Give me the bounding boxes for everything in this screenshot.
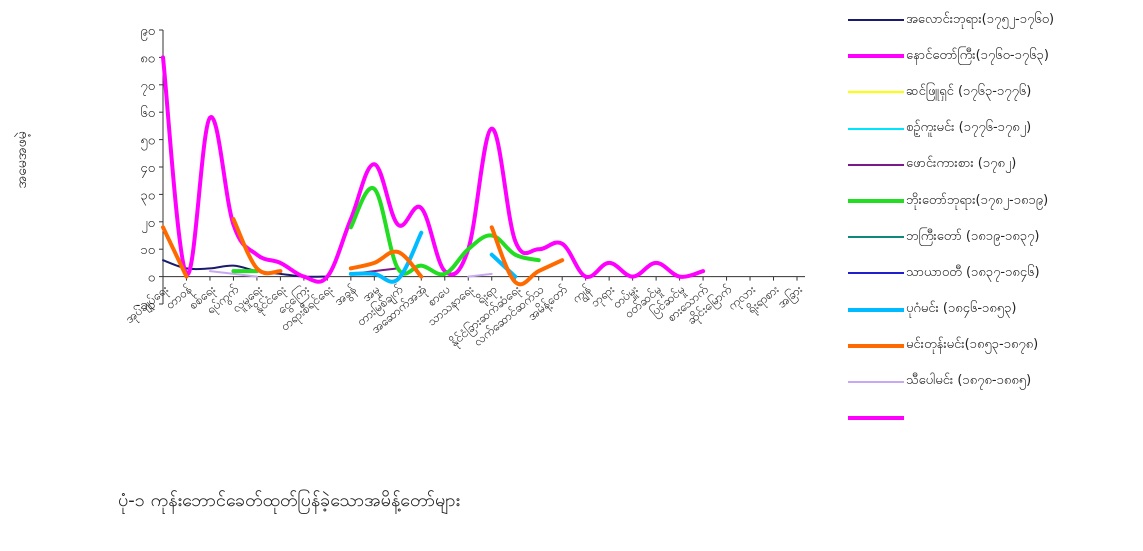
legend-item: မင်းတုန်းမင်း(၁၈၅၃-၁၈၇၈) — [848, 328, 1143, 364]
legend-swatch — [848, 272, 904, 275]
legend-item: သီပေါမင်း (၁၈၇၈-၁၈၈၅) — [848, 364, 1143, 400]
legend-item: ဖောင်းကားစား (၁၇၈၂) — [848, 147, 1143, 183]
y-tick-label: -၁၀ — [136, 298, 155, 313]
legend-swatch — [848, 416, 904, 421]
series-line-9 — [231, 217, 283, 276]
legend-swatch — [848, 236, 904, 239]
legend-swatch — [848, 343, 904, 348]
legend-label: ဘိုးတော်ဘုရား(၁၇၈၂-၁၈၁၉) — [906, 192, 1049, 208]
legend-label: မင်းတုန်းမင်း(၁၈၅၃-၁၈၇၈) — [906, 337, 1039, 353]
series-line-10 — [467, 272, 493, 278]
series-line-9 — [161, 225, 189, 279]
y-tick-label: ၅၀ — [140, 134, 155, 151]
y-tick-label: ၄၀ — [140, 161, 155, 178]
y-tick-label: ၆၀ — [140, 105, 155, 121]
legend-label: စဉ့်ကူးမင်း (၁၇၇၆-၁၇၈၂) — [906, 120, 1032, 136]
legend-label: နောင်တော်ကြီး(၁၇၆၀-၁၇၆၃) — [906, 47, 1049, 63]
legend-swatch — [848, 199, 904, 204]
legend-item: ဆင်ဖြူရှင် (၁၇၆၃-၁၇၇၆) — [848, 74, 1143, 110]
legend: အလောင်းဘုရား(၁၇၅၂-၁၇၆၀) နောင်တော်ကြီး(၁၇၆… — [848, 2, 1143, 436]
series-line-5 — [348, 186, 541, 277]
legend-item — [848, 400, 1143, 436]
y-tick-label: ၁၀ — [140, 243, 155, 258]
y-tick-label: ၃၀ — [140, 188, 155, 205]
y-axis-label: အမေအဖမဲ့ — [14, 131, 30, 188]
x-tick-label: အခြား — [773, 281, 806, 313]
line-chart: -၁၀ ၀ ၁၀ ၂၀ ၃၀ ၄၀ ၅၀ ၆၀ ၇၀ ၈၀ ၉၀ အုပ်ချုပ်ရေးတာဝန်… — [14, 24, 807, 352]
legend-label: ဖောင်းကားစား (၁၇၈၂) — [906, 156, 1017, 172]
series-layer — [161, 55, 706, 287]
legend-swatch — [848, 307, 904, 312]
x-axis: အုပ်ချုပ်ရေးတာဝန်စစ်ရေးရပ်ကွက်လူမှုရေးနိ… — [122, 276, 807, 352]
legend-label: အလောင်းဘုရား(၁၇၅၂-၁၇၆၀) — [906, 11, 1055, 27]
legend-swatch — [848, 19, 904, 22]
series-line-9 — [348, 249, 424, 279]
legend-label: သာယာဝတီ (၁၈၃၇-၁၈၄၆) — [906, 264, 1040, 280]
x-tick-label: အခွန် — [331, 281, 361, 310]
series-line-8 — [348, 230, 424, 284]
legend-swatch — [848, 127, 904, 130]
series-line-9 — [489, 225, 565, 287]
legend-label: ဘကြီးတော် (၁၈၁၉-၁၈၃၇) — [906, 228, 1040, 244]
legend-label: သီပေါမင်း (၁၈၇၈-၁၈၈၅) — [906, 373, 1032, 389]
y-tick-label: ၂၀ — [141, 216, 155, 233]
legend-item: ဘကြီးတော် (၁၈၁၉-၁၈၃၇) — [848, 219, 1143, 255]
legend-item: နောင်တော်ကြီး(၁၇၆၀-၁၇၆၃) — [848, 38, 1143, 74]
legend-item: သာယာဝတီ (၁၈၃၇-၁၈၄၆) — [848, 255, 1143, 291]
legend-label: ဆင်ဖြူရှင် (၁၇၆၃-၁၇၇၆) — [906, 83, 1032, 99]
series-line-8 — [489, 252, 518, 279]
legend-item: ပုဂံမင်း (၁၈၄၆-၁၈၅၃) — [848, 292, 1143, 328]
legend-swatch — [848, 163, 904, 166]
legend-swatch — [848, 91, 904, 94]
legend-item: စဉ့်ကူးမင်း (၁၇၇၆-၁၇၈၂) — [848, 111, 1143, 147]
y-tick-label: ၇၀ — [140, 79, 155, 96]
legend-swatch — [848, 54, 904, 59]
legend-swatch — [848, 380, 904, 383]
legend-label: ပုဂံမင်း (၁၈၄၆-၁၈၅၃) — [906, 301, 1017, 317]
y-tick-label: ၀ — [148, 271, 155, 286]
y-tick-label: ၈၀ — [140, 51, 155, 66]
figure-caption: ပုံ-၁ ကုန်းဘောင်ခေတ်ထုတ်ပြန်ခဲ့သောအမိန့်… — [118, 490, 461, 511]
legend-item: ဘိုးတော်ဘုရား(၁၇၈၂-၁၈၁၉) — [848, 183, 1143, 219]
y-axis: -၁၀ ၀ ၁၀ ၂၀ ၃၀ ၄၀ ၅၀ ၆၀ ၇၀ ၈၀ ၉၀ — [136, 24, 164, 313]
series-line-10 — [208, 270, 258, 278]
legend-item: အလောင်းဘုရား(၁၇၅၂-၁၇၆၀) — [848, 2, 1143, 38]
series-line-1 — [161, 55, 706, 284]
y-tick-label: ၉၀ — [140, 24, 155, 41]
